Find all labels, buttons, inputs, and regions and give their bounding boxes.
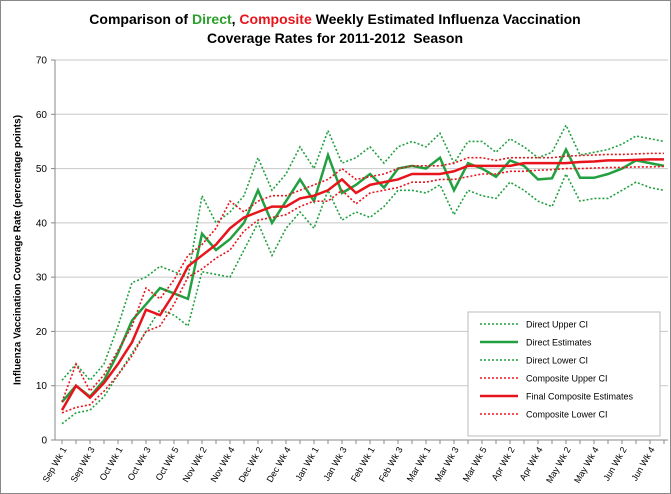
series-line [61, 165, 665, 414]
title-part: Direct [192, 11, 232, 27]
series-line [61, 152, 664, 403]
y-tick-label: 40 [36, 218, 48, 229]
title-part: , [232, 11, 240, 27]
legend-label: Composite Upper CI [526, 374, 608, 384]
y-tick-label: 0 [41, 436, 47, 447]
y-tick-label: 50 [36, 164, 48, 175]
y-tick-label: 10 [36, 381, 48, 392]
y-tick-label: 60 [36, 110, 48, 121]
y-tick-label: 70 [36, 56, 48, 67]
title-part: Weekly Estimated Influenza Vaccination [312, 11, 581, 27]
legend-label: Final Composite Estimates [526, 392, 634, 402]
title-part: Coverage Rates for 2011-2012 Season [207, 30, 463, 46]
chart-title: Coverage Rates for 2011-2012 Season [207, 30, 463, 46]
legend-label: Direct Lower CI [526, 356, 588, 366]
legend-label: Direct Estimates [526, 338, 592, 348]
title-part: Comparison of [89, 11, 192, 27]
chart-title: Comparison of Direct, Composite Weekly E… [89, 11, 580, 27]
series-line [61, 123, 665, 382]
y-tick-label: 30 [36, 273, 48, 284]
title-part: Composite [239, 11, 312, 27]
series-line [60, 158, 664, 411]
legend-label: Composite Lower CI [526, 410, 608, 420]
legend-label: Direct Upper CI [526, 320, 588, 330]
y-tick-label: 20 [36, 327, 48, 338]
series-line [61, 146, 665, 403]
y-axis-label: Influenza Vaccination Coverage Rate (per… [13, 115, 24, 385]
legend-box [467, 311, 661, 437]
